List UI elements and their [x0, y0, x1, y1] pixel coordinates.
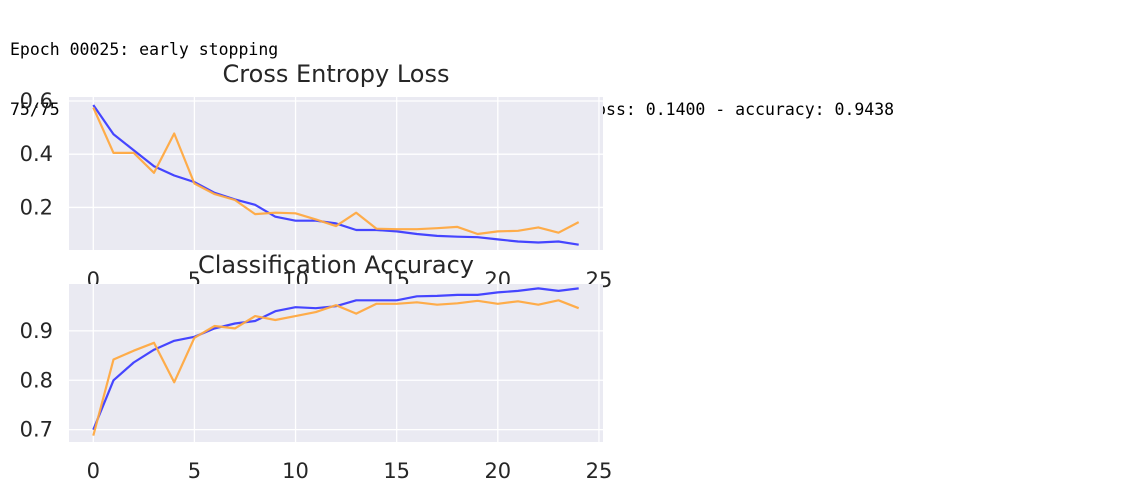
y-tick-label: 0.4	[20, 142, 53, 166]
x-tick-label: 20	[484, 459, 511, 483]
x-tick-label: 0	[87, 459, 100, 483]
chart-title: Classification Accuracy	[198, 251, 474, 279]
x-tick-label: 15	[383, 459, 410, 483]
y-tick-label: 0.6	[20, 89, 53, 113]
early-stopping-message: Epoch 00025: early stopping	[10, 40, 279, 59]
y-tick-label: 0.8	[20, 368, 53, 392]
x-tick-label: 25	[586, 459, 613, 483]
validation-series-line	[92, 299, 580, 436]
x-tick-label: 5	[188, 459, 201, 483]
y-tick-label: 0.2	[20, 195, 53, 219]
chart-panel-2: 0.7 0.8 0.9 0 5 10 15 20 25 Classification Accura…	[20, 251, 613, 483]
validation-series-line	[92, 107, 580, 236]
chart-title: Cross Entropy Loss	[223, 60, 450, 88]
x-tick-label: 10	[282, 459, 309, 483]
plot-area	[69, 284, 603, 442]
y-tick-label: 0.7	[20, 418, 53, 442]
train-series-line	[92, 104, 579, 246]
y-tick-label: 0.9	[20, 319, 53, 343]
